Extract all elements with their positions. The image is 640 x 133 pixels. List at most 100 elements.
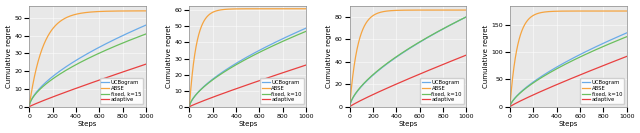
fixed, k=10 (623, 36, 630, 38)
UCBogram (26, 105, 33, 106)
ABSE (513, 47, 521, 49)
ABSE (302, 8, 310, 10)
adaptive (623, 56, 630, 57)
adaptive (96, 79, 104, 81)
fixed, k=10 (577, 56, 585, 57)
UCBogram (417, 41, 424, 42)
UCBogram (506, 105, 514, 107)
Line: UCBogram: UCBogram (29, 25, 146, 106)
Line: UCBogram: UCBogram (349, 17, 467, 106)
ABSE (506, 104, 514, 106)
UCBogram (435, 31, 442, 32)
ABSE (33, 67, 40, 69)
ABSE (193, 43, 200, 44)
adaptive (513, 102, 521, 103)
ABSE (417, 9, 424, 11)
UCBogram (346, 105, 353, 107)
ABSE (413, 9, 421, 11)
fixed, k=10 (513, 95, 521, 97)
UCBogram (257, 49, 264, 51)
adaptive (253, 81, 261, 82)
fixed, k=10 (346, 105, 353, 106)
ABSE (257, 8, 264, 10)
Y-axis label: Cumulative regret: Cumulative regret (326, 24, 332, 88)
Line: fixed, k=15: fixed, k=15 (29, 34, 146, 106)
adaptive (257, 80, 264, 81)
adaptive (577, 74, 585, 75)
X-axis label: Steps: Steps (238, 121, 257, 127)
adaptive (93, 80, 101, 82)
UCBogram (193, 93, 200, 95)
adaptive (435, 66, 442, 67)
UCBogram (260, 47, 268, 49)
UCBogram (33, 91, 40, 93)
fixed, k=15 (142, 33, 150, 35)
fixed, k=15 (100, 50, 108, 52)
Line: UCBogram: UCBogram (510, 33, 627, 106)
fixed, k=10 (463, 16, 470, 18)
fixed, k=10 (186, 105, 193, 107)
ABSE (100, 11, 108, 12)
adaptive (26, 106, 33, 107)
ABSE (253, 8, 261, 10)
adaptive (595, 67, 602, 68)
adaptive (260, 78, 268, 80)
fixed, k=15 (26, 105, 33, 106)
X-axis label: Steps: Steps (398, 121, 418, 127)
adaptive (274, 74, 282, 75)
adaptive (463, 54, 470, 56)
Y-axis label: Cumulative regret: Cumulative regret (166, 24, 172, 88)
ABSE (580, 10, 588, 12)
ABSE (126, 10, 134, 12)
fixed, k=10 (260, 49, 268, 51)
ABSE (142, 10, 150, 12)
UCBogram (286, 35, 294, 36)
ABSE (463, 9, 470, 11)
fixed, k=10 (607, 43, 614, 44)
ABSE (446, 9, 454, 11)
Line: fixed, k=10: fixed, k=10 (349, 17, 467, 106)
adaptive (142, 63, 150, 65)
fixed, k=10 (595, 48, 602, 49)
adaptive (506, 106, 514, 107)
adaptive (33, 103, 40, 104)
X-axis label: Steps: Steps (78, 121, 97, 127)
ABSE (346, 105, 353, 106)
ABSE (435, 9, 442, 11)
UCBogram (126, 32, 134, 33)
Y-axis label: Cumulative regret: Cumulative regret (483, 24, 488, 88)
fixed, k=10 (274, 43, 282, 44)
fixed, k=10 (257, 51, 264, 53)
ABSE (595, 10, 602, 12)
UCBogram (595, 45, 602, 46)
adaptive (114, 73, 122, 74)
adaptive (417, 73, 424, 74)
adaptive (126, 69, 134, 70)
UCBogram (513, 95, 521, 96)
fixed, k=15 (33, 92, 40, 94)
UCBogram (302, 27, 310, 29)
Legend: UCBogram, ABSE, fixed, k=10, adaptive: UCBogram, ABSE, fixed, k=10, adaptive (260, 78, 303, 104)
adaptive (193, 103, 200, 104)
UCBogram (413, 43, 421, 44)
ABSE (577, 10, 585, 12)
Legend: UCBogram, ABSE, fixed, k=10, adaptive: UCBogram, ABSE, fixed, k=10, adaptive (580, 78, 624, 104)
UCBogram (577, 53, 585, 55)
ABSE (623, 10, 630, 12)
fixed, k=10 (420, 39, 428, 40)
adaptive (100, 78, 108, 79)
UCBogram (574, 55, 582, 57)
ABSE (353, 49, 361, 51)
adaptive (186, 106, 193, 107)
UCBogram (253, 51, 261, 52)
Line: fixed, k=10: fixed, k=10 (189, 31, 306, 106)
fixed, k=10 (253, 53, 261, 54)
ABSE (607, 10, 614, 12)
fixed, k=10 (413, 42, 421, 44)
ABSE (420, 9, 428, 11)
Y-axis label: Cumulative regret: Cumulative regret (6, 24, 12, 88)
UCBogram (607, 39, 614, 41)
Line: adaptive: adaptive (189, 65, 306, 107)
X-axis label: Steps: Steps (559, 121, 578, 127)
UCBogram (446, 24, 454, 26)
